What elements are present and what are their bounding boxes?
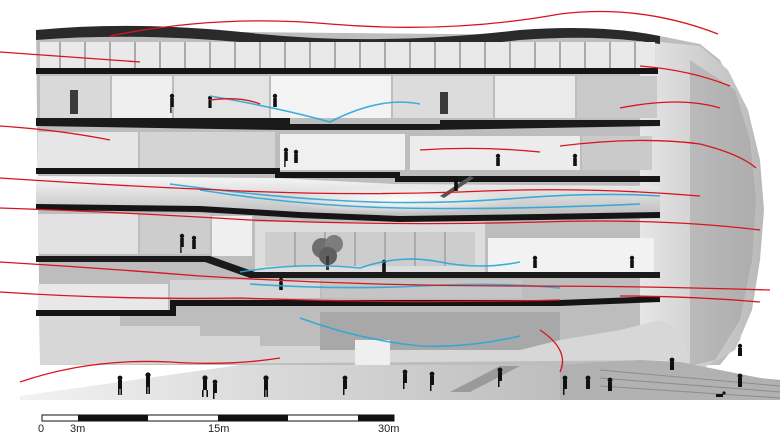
room-2a <box>38 132 138 168</box>
warm-stream-2 <box>0 51 141 63</box>
cool-stream-3 <box>209 95 421 123</box>
warm-stream-7 <box>0 291 561 303</box>
room-3b <box>140 214 210 254</box>
floor-level-2 <box>36 132 660 182</box>
room-2c <box>280 134 405 170</box>
tree-icon <box>312 235 343 270</box>
warm-stream-13 <box>539 329 564 373</box>
warm-stream-8 <box>19 357 281 383</box>
door-2 <box>440 92 448 114</box>
slab-1-lower <box>36 118 660 130</box>
warm-stream-10 <box>619 101 721 109</box>
dog-icon <box>716 391 726 397</box>
warm-stream-15 <box>419 147 541 153</box>
warm-stream-11 <box>639 65 731 87</box>
warm-stream-3 <box>0 125 111 141</box>
slab-3 <box>36 204 660 222</box>
ground-level <box>20 360 780 400</box>
room-3a <box>38 214 138 254</box>
room-3e <box>488 238 654 272</box>
room-4b <box>170 280 320 298</box>
room-1f <box>495 76 575 118</box>
warm-stream-1 <box>109 10 719 37</box>
room-1g <box>577 76 657 118</box>
scale-bar-segment-3 <box>358 415 394 421</box>
slab-3-lower <box>36 256 660 278</box>
scale-label-0: 0 <box>38 423 44 435</box>
cool-stream-2 <box>199 189 641 210</box>
underside-steps <box>40 316 690 365</box>
warm-stream-4 <box>0 177 701 197</box>
floor-level-1 <box>36 68 660 130</box>
room-1d <box>271 76 391 118</box>
warm-stream-12 <box>619 295 761 303</box>
scale-label-30m: 30m <box>378 423 399 435</box>
warm-stream-6 <box>0 261 771 291</box>
airflow-cool-streams <box>169 95 661 348</box>
slab-1 <box>36 68 658 74</box>
roof-glazing <box>40 42 655 68</box>
room-1b <box>112 76 172 118</box>
room-2b <box>140 132 275 168</box>
warm-stream-14 <box>209 98 261 105</box>
door-1 <box>70 90 78 114</box>
cool-stream-6 <box>249 283 561 289</box>
cool-stream-4 <box>239 258 521 273</box>
slab-2 <box>36 168 660 182</box>
scale-bar: 0 3m 15m 30m <box>38 414 399 435</box>
warm-stream-9 <box>559 139 757 169</box>
person-silhouette-icon <box>117 93 743 399</box>
cool-stream-5 <box>299 317 521 348</box>
room-3c <box>212 216 252 256</box>
room-2d <box>410 136 580 170</box>
stair-ramp <box>450 366 520 392</box>
cool-stream-1 <box>169 183 661 204</box>
airflow-warm-streams <box>0 10 771 383</box>
scale-label-15m: 15m <box>208 423 229 435</box>
warm-stream-5 <box>0 207 761 231</box>
floor-level-3 <box>36 204 660 278</box>
plaza-glass-wall <box>265 232 475 266</box>
roof-canopy <box>36 25 660 50</box>
room-1c <box>174 76 269 118</box>
scale-label-3m: 3m <box>70 423 85 435</box>
step-lines <box>599 369 780 399</box>
scale-bar-segment-2 <box>218 415 288 421</box>
amphitheater-steps <box>560 360 780 400</box>
roof <box>36 25 660 68</box>
scale-bar-segment-1 <box>78 415 148 421</box>
roof-mullions <box>59 42 636 68</box>
